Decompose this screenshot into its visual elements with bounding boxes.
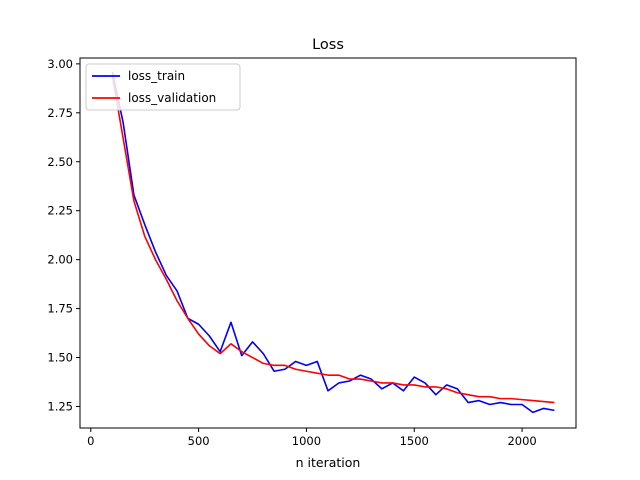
legend: loss_train loss_validation: [85, 63, 241, 111]
x-axis-label: n iteration: [296, 455, 361, 470]
series-layer: [111, 71, 555, 414]
x-tick-label: 1000: [292, 434, 321, 448]
y-tick-label: 1.75: [47, 302, 73, 316]
y-axis: 1.25 1.50 1.75 2.00 2.25 2.50 2.75 3.00: [47, 57, 80, 413]
plot-frame: [79, 57, 577, 429]
x-tick-label: 0: [87, 434, 94, 448]
y-tick-label: 1.50: [47, 351, 73, 365]
legend-label: loss_validation: [128, 91, 216, 105]
series-line-loss-train: [111, 71, 555, 414]
chart-title: Loss: [312, 37, 344, 53]
x-tick-label: 1500: [400, 434, 429, 448]
y-tick-label: 2.25: [47, 204, 73, 218]
legend-box: [85, 63, 241, 111]
series-line-loss-validation: [111, 75, 555, 404]
legend-label: loss_train: [128, 69, 185, 83]
y-tick-label: 2.00: [47, 253, 73, 267]
x-axis: 0 500 1000 1500 2000: [87, 428, 537, 448]
y-tick-label: 2.75: [47, 106, 73, 120]
x-tick-label: 500: [188, 434, 210, 448]
y-tick-label: 1.25: [47, 399, 73, 413]
y-tick-label: 2.50: [47, 155, 73, 169]
y-tick-label: 3.00: [47, 57, 73, 71]
x-tick-label: 2000: [507, 434, 536, 448]
